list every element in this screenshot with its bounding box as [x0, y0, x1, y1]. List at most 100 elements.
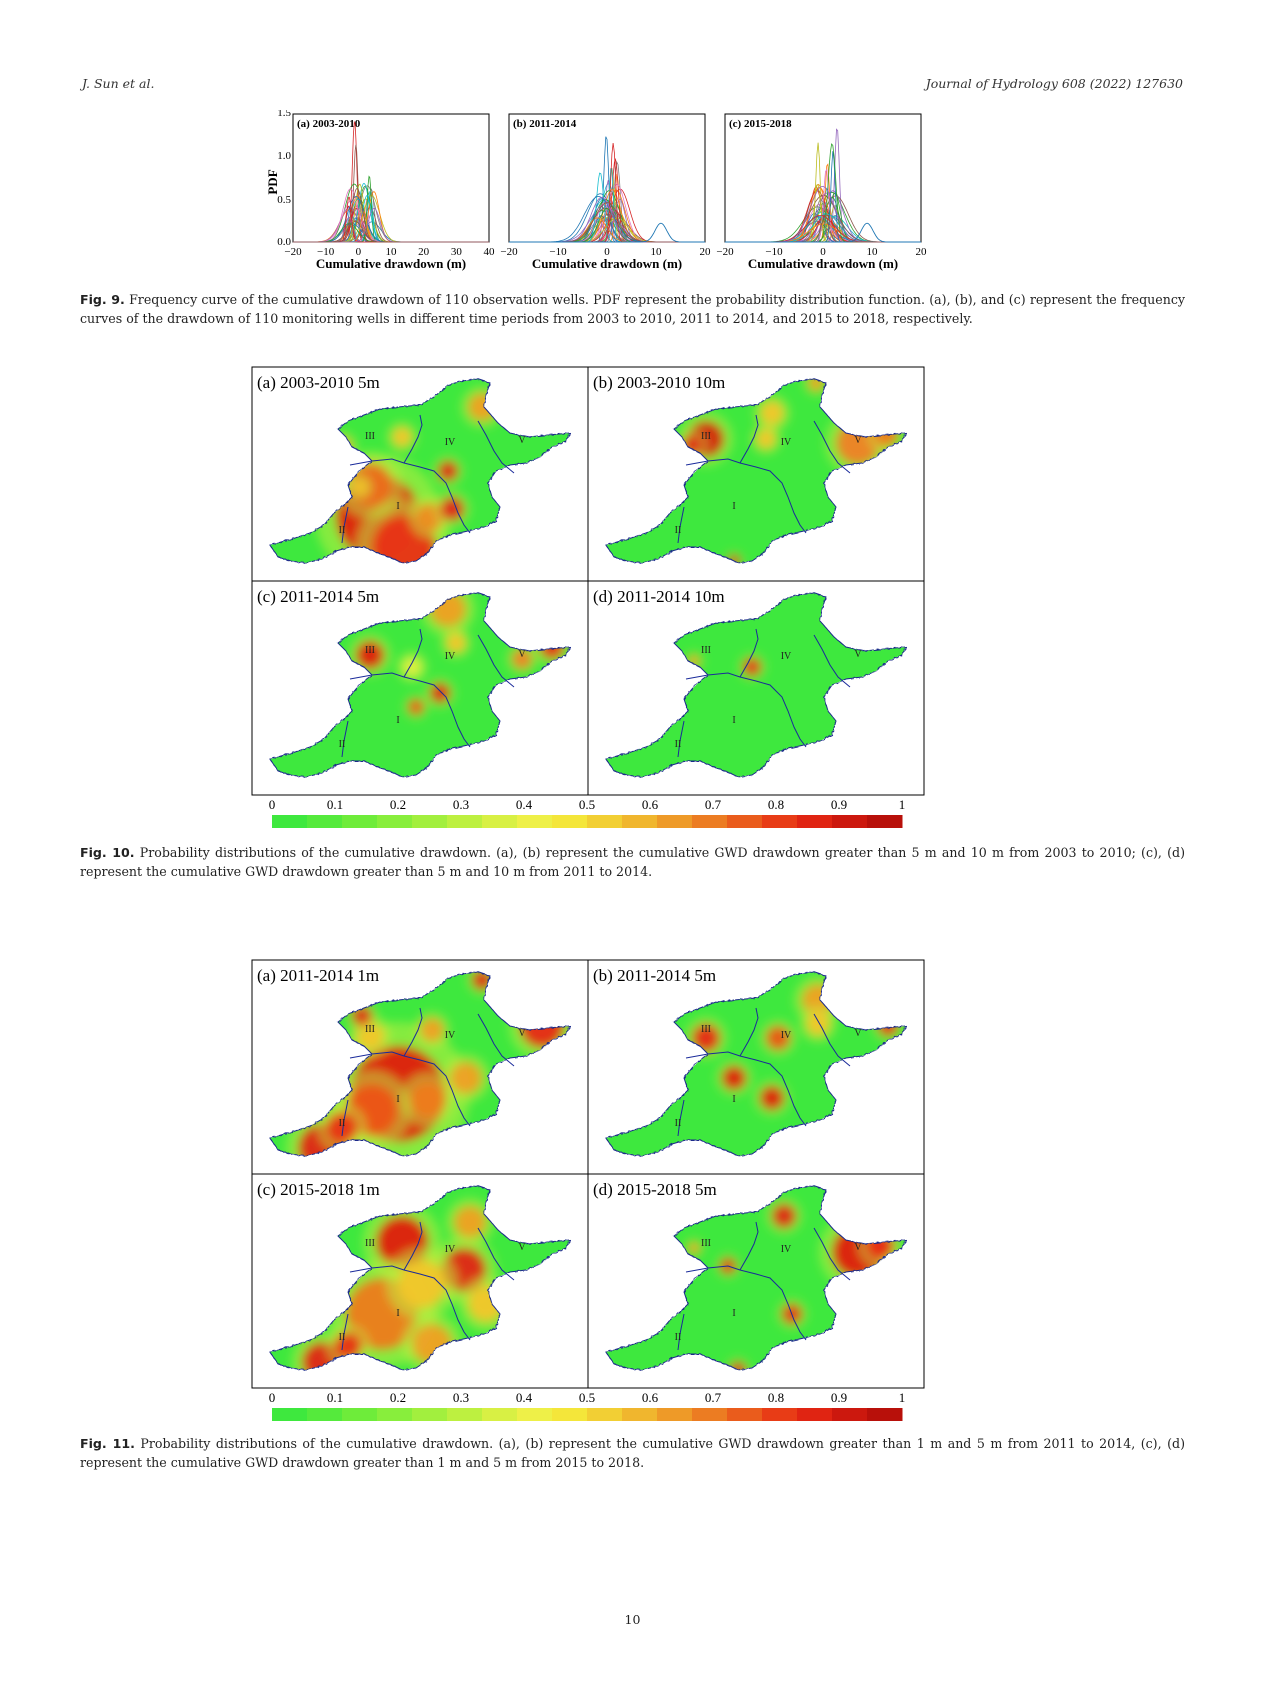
zone-label-II: II	[675, 1332, 682, 1343]
zone-label-II: II	[675, 525, 682, 536]
fig9-caption-label: Fig. 9.	[80, 292, 125, 307]
zone-label-II: II	[339, 525, 346, 536]
zone-boundary	[739, 628, 759, 678]
zone-boundary	[739, 1221, 759, 1271]
probability-hotspot	[410, 1082, 446, 1118]
probability-hotspot	[806, 1012, 830, 1036]
colorbar-swatch	[307, 815, 343, 828]
colorbar-swatch	[412, 1408, 448, 1421]
zone-label-IV: IV	[781, 651, 792, 662]
zone-boundary	[685, 458, 807, 534]
colorbar-swatch	[517, 1408, 553, 1421]
zone-label-I: I	[396, 715, 399, 726]
colorbar-tick: 0.4	[516, 1390, 533, 1405]
colorbar-tick: 1	[899, 797, 906, 812]
probability-hotspot	[326, 1112, 358, 1144]
colorbar-swatch	[622, 815, 658, 828]
zone-label-III: III	[365, 1238, 375, 1249]
colorbar-swatch	[727, 1408, 763, 1421]
zone-boundary	[677, 506, 685, 544]
fig11-panel-c-title: (c) 2015-2018 1m	[257, 1180, 380, 1199]
probability-hotspot	[438, 461, 458, 481]
fig9-xtick: −10	[549, 246, 567, 258]
fig10-panel-d-title: (d) 2011-2014 10m	[593, 587, 725, 606]
fig9-caption-text: Frequency curve of the cumulative drawdo…	[80, 292, 1185, 326]
zone-label-III: III	[365, 645, 375, 656]
zone-label-II: II	[339, 1332, 346, 1343]
colorbar-swatch	[692, 1408, 728, 1421]
probability-hotspot	[454, 1206, 486, 1238]
colorbar-swatch	[622, 1408, 658, 1421]
colorbar-swatch	[412, 815, 448, 828]
zone-boundary	[349, 458, 471, 534]
zone-label-I: I	[732, 1094, 735, 1105]
colorbar-swatch	[657, 1408, 693, 1421]
zone-boundary	[677, 1313, 685, 1351]
zone-label-V: V	[854, 649, 862, 660]
zone-label-V: V	[854, 1242, 862, 1253]
colorbar-tick: 0.4	[516, 797, 533, 812]
zone-boundary	[477, 1013, 515, 1067]
zone-boundary	[349, 1265, 471, 1341]
zone-label-V: V	[854, 1028, 862, 1039]
zone-label-V: V	[854, 435, 862, 446]
zone-label-I: I	[732, 1308, 735, 1319]
fig11-caption-text: Probability distributions of the cumulat…	[80, 1436, 1185, 1470]
zone-label-II: II	[339, 1118, 346, 1129]
fig9-panel-a: (a) 2003-2010 −20 −10 0 10 20 30 40 Cumulative…	[284, 113, 495, 271]
probability-hotspot	[808, 379, 824, 391]
probability-hotspot	[334, 1332, 362, 1360]
probability-hotspot	[756, 429, 776, 449]
zone-label-III: III	[701, 645, 711, 656]
fig9-xtick: 0	[604, 246, 610, 258]
zone-label-IV: IV	[445, 1244, 456, 1255]
zone-boundary	[685, 1265, 807, 1341]
zone-boundary	[813, 634, 851, 688]
colorbar-swatch	[377, 815, 413, 828]
zone-label-I: I	[396, 501, 399, 512]
colorbar-swatch	[692, 815, 728, 828]
page-number: 10	[624, 1612, 641, 1627]
probability-hotspot	[760, 1086, 784, 1110]
zone-label-III: III	[701, 1238, 711, 1249]
running-header-authors: J. Sun et al.	[82, 76, 155, 91]
colorbar-tick: 0.3	[453, 1390, 469, 1405]
zone-label-IV: IV	[781, 1030, 792, 1041]
colorbar-swatch	[447, 1408, 483, 1421]
colorbar-swatch	[517, 815, 553, 828]
probability-hotspot	[392, 427, 412, 447]
colorbar-swatch	[832, 815, 868, 828]
colorbar-tick: 0.2	[390, 797, 406, 812]
colorbar-tick: 0	[269, 797, 276, 812]
zone-label-II: II	[675, 1118, 682, 1129]
zone-boundary	[403, 1221, 423, 1271]
probability-hotspot	[356, 641, 384, 669]
colorbar-tick: 1	[899, 1390, 906, 1405]
colorbar-tick: 0.9	[831, 797, 847, 812]
colorbar-swatch	[377, 1408, 413, 1421]
fig11-panel-d-title: (d) 2015-2018 5m	[593, 1180, 717, 1199]
zone-boundary	[341, 1099, 349, 1137]
fig9-panel-c: (c) 2015-2018 −20 −10 0 10 20 Cumulative dra…	[716, 113, 927, 271]
zone-boundary	[349, 672, 471, 748]
zone-boundary	[677, 1099, 685, 1137]
colorbar-swatch	[867, 815, 903, 828]
zone-boundary	[685, 672, 807, 748]
probability-hotspot	[446, 633, 466, 653]
zone-label-III: III	[701, 1024, 711, 1035]
fig9-xtick: 20	[418, 246, 430, 258]
colorbar-swatch	[762, 815, 798, 828]
zone-label-V: V	[518, 1028, 526, 1039]
zone-label-III: III	[365, 1024, 375, 1035]
fig10-colorbar: 0 0.1 0.2 0.3 0.4 0.5 0.6 0.7 0.8 0.9 1	[252, 794, 924, 828]
zone-label-III: III	[365, 431, 375, 442]
fig9-ytick-2: 1.0	[277, 150, 291, 162]
probability-hotspot	[730, 1362, 746, 1370]
colorbar-swatch	[657, 815, 693, 828]
fig9-xtick: 0	[356, 246, 362, 258]
zone-boundary	[477, 1227, 515, 1281]
probability-hotspot	[352, 479, 368, 495]
probability-hotspot	[420, 1018, 444, 1042]
zone-boundary	[403, 1007, 423, 1057]
